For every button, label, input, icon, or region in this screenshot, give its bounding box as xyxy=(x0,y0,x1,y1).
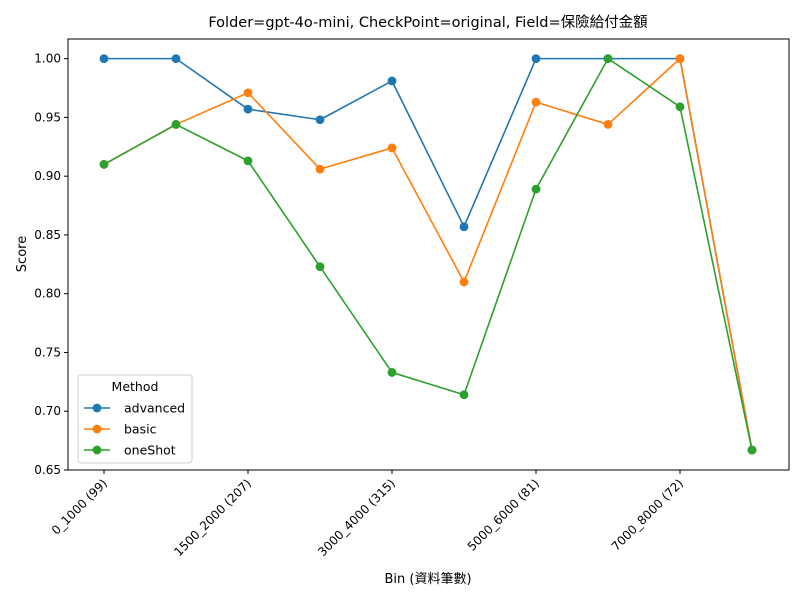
data-point-advanced xyxy=(387,76,397,86)
x-tick-label: 1500_2000 (207) xyxy=(171,476,254,559)
data-point-advanced xyxy=(531,54,541,64)
x-tick-label: 0_1000 (99) xyxy=(49,476,110,537)
data-point-oneShot xyxy=(531,184,541,194)
data-point-basic xyxy=(531,97,541,107)
y-tick-label: 0.70 xyxy=(34,404,61,418)
data-point-advanced xyxy=(171,54,181,64)
data-point-oneShot xyxy=(387,368,397,377)
data-point-oneShot xyxy=(603,54,613,64)
legend-title: Method xyxy=(112,379,159,394)
data-point-oneShot xyxy=(99,160,109,169)
data-point-basic xyxy=(315,164,325,174)
data-point-basic xyxy=(387,143,397,153)
data-point-oneShot xyxy=(459,390,469,400)
x-axis: 0_1000 (99) 1500_2000 (207) 3000_4000 (315… xyxy=(49,470,686,559)
legend-label: advanced xyxy=(124,401,185,416)
y-tick-label: 0.65 xyxy=(34,463,61,477)
legend-item-oneShot: oneShot xyxy=(84,443,176,458)
legend-item-basic: basic xyxy=(84,422,157,437)
y-tick-label: 0.95 xyxy=(34,110,61,124)
y-tick-label: 0.80 xyxy=(34,287,61,301)
y-tick-label: 0.85 xyxy=(34,228,61,242)
data-point-oneShot xyxy=(747,445,757,455)
data-point-basic xyxy=(675,54,685,64)
data-point-basic xyxy=(243,88,253,98)
x-tick-label: 3000_4000 (315) xyxy=(315,476,398,559)
y-axis-label: Score xyxy=(15,236,30,272)
x-tick-label: 7000_8000 (72) xyxy=(609,476,686,553)
data-point-basic xyxy=(459,277,469,287)
legend-item-advanced: advanced xyxy=(84,401,185,416)
legend-items: advanced basic oneShot xyxy=(84,401,185,458)
legend-label: basic xyxy=(124,422,157,437)
legend-box xyxy=(77,374,193,464)
data-point-basic xyxy=(603,120,613,129)
data-point-oneShot xyxy=(315,262,325,272)
chart-title: Folder=gpt-4o-mini, CheckPoint=original,… xyxy=(208,14,647,31)
x-axis-label: Bin (資料筆數) xyxy=(384,572,471,587)
data-point-advanced xyxy=(315,115,325,125)
legend-swatch-marker xyxy=(92,403,102,413)
series-line-basic xyxy=(103,57,753,451)
x-tick-label: 5000_6000 (81) xyxy=(465,476,542,553)
data-point-advanced xyxy=(99,54,109,64)
data-point-oneShot xyxy=(243,156,253,166)
series-line-oneShot xyxy=(103,57,753,451)
series-line-advanced xyxy=(104,57,753,451)
series-basic xyxy=(99,54,757,455)
data-point-oneShot xyxy=(171,120,181,129)
y-tick-label: 0.90 xyxy=(34,169,61,183)
data-point-advanced xyxy=(459,222,469,232)
legend-label: oneShot xyxy=(124,443,176,458)
series-layer xyxy=(99,54,757,455)
legend: Method advanced basic oneShot xyxy=(77,374,193,464)
legend-swatch-marker xyxy=(92,445,102,455)
y-tick-label: 0.75 xyxy=(34,345,61,359)
data-point-advanced xyxy=(243,104,253,114)
series-oneShot xyxy=(99,54,757,455)
data-point-oneShot xyxy=(675,102,685,112)
y-axis: 0.65 0.70 0.75 0.80 0.85 0.90 0.95 1.00 xyxy=(34,52,68,477)
y-tick-label: 1.00 xyxy=(34,52,61,66)
plot-area xyxy=(67,38,790,471)
legend-swatch-marker xyxy=(92,424,102,434)
